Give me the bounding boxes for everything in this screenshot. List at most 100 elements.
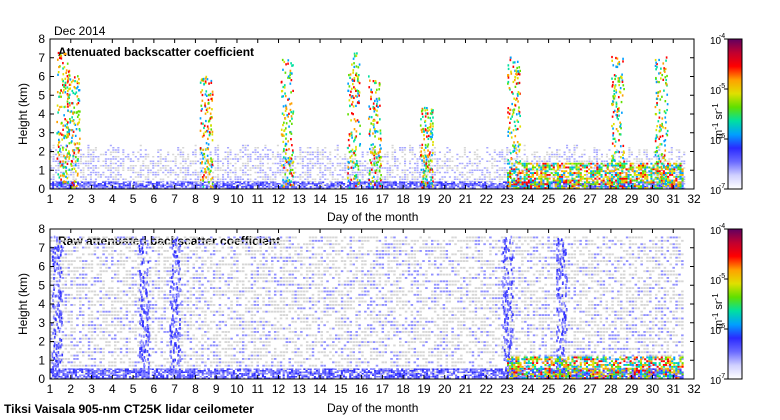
noise-cell [573, 144, 576, 147]
noise-cell [493, 171, 496, 174]
cloud-cell [619, 125, 622, 128]
cloud-cell [76, 115, 79, 118]
noise-cell [436, 160, 439, 162]
surface-cell [646, 183, 649, 185]
noise-cell [306, 151, 309, 153]
surface-cell [390, 186, 393, 188]
surface-cell [222, 186, 225, 188]
surface-cell [315, 187, 318, 189]
noise-cell [182, 176, 185, 178]
cloud-cell [209, 117, 212, 120]
noise-cell [271, 151, 274, 153]
noise-cell [648, 171, 651, 174]
noise-cell [628, 167, 631, 169]
noise-cell [309, 174, 312, 176]
surface-cell [72, 183, 75, 185]
noise-cell [261, 165, 264, 167]
noise-cell [403, 149, 407, 151]
cloud-cell [379, 177, 382, 180]
surface-cell [309, 183, 312, 185]
noise-cell [152, 174, 155, 176]
cloud-cell [347, 179, 350, 182]
noise-cell [451, 160, 454, 162]
surface-cell [99, 186, 102, 188]
noise-cell [246, 165, 250, 167]
noise-cell [169, 183, 172, 185]
cloud-cell [211, 90, 214, 93]
cloud-cell [288, 178, 291, 182]
cloud-cell [424, 109, 427, 112]
cloud-cell [431, 185, 434, 188]
cloud-cell [430, 138, 433, 141]
noise-cell [92, 156, 95, 158]
noise-cell [306, 176, 309, 178]
noise-cell [364, 185, 367, 187]
noise-cell [137, 176, 140, 178]
noise-cell [640, 158, 643, 160]
noise-cell [149, 171, 152, 174]
surface-cell [153, 183, 156, 185]
surface-cell [151, 183, 154, 185]
surface-cell [347, 186, 350, 188]
surface-cell [253, 181, 256, 183]
noise-cell [536, 151, 539, 153]
noise-cell [102, 160, 105, 162]
cloud-cell [622, 150, 625, 153]
surface-cell [232, 187, 235, 189]
cloud-cell [662, 184, 665, 187]
cloud-cell [663, 140, 666, 143]
boundary-layer-cell [523, 179, 526, 182]
surface-cell [301, 183, 304, 185]
noise-cell [82, 156, 85, 158]
noise-cell [217, 156, 220, 158]
cloud-cell [58, 95, 60, 98]
surface-cell [114, 186, 117, 188]
cloud-cell [73, 111, 76, 114]
cloud-cell [432, 180, 434, 183]
cloud-cell [285, 122, 288, 125]
noise-cell [79, 171, 82, 174]
cloud-cell [429, 159, 432, 162]
noise-cell [177, 167, 180, 169]
noise-cell [571, 165, 574, 167]
cloud-cell [370, 97, 372, 101]
noise-cell [416, 178, 419, 180]
surface-cell [311, 181, 314, 183]
noise-cell [162, 171, 165, 174]
noise-cell [314, 180, 317, 183]
cloud-cell [666, 134, 669, 137]
surface-cell [635, 181, 638, 183]
cloud-cell [355, 163, 358, 166]
cloud-cell [351, 100, 354, 104]
surface-cell [139, 186, 142, 188]
noise-cell [483, 176, 486, 178]
noise-cell [678, 162, 681, 165]
noise-cell [67, 160, 70, 162]
noise-cell [311, 158, 314, 160]
noise-cell [446, 151, 449, 153]
surface-cell [413, 187, 416, 189]
surface-cell [320, 181, 323, 183]
noise-cell [62, 171, 65, 174]
cloud-cell [288, 172, 291, 175]
cloud-cell [663, 89, 665, 92]
surface-cell [68, 184, 71, 186]
cloud-cell [293, 171, 295, 175]
cloud-cell [518, 150, 521, 153]
cloud-cell [431, 112, 433, 116]
noise-cell [463, 178, 466, 180]
surface-cell [106, 186, 109, 188]
cloud-cell [615, 127, 618, 131]
cloud-cell [71, 116, 73, 119]
cloud-cell [207, 98, 210, 102]
surface-cell [307, 181, 310, 183]
surface-cell [122, 181, 125, 183]
surface-cell [669, 187, 672, 189]
noise-cell [361, 165, 364, 167]
noise-cell [127, 169, 130, 171]
cloud-cell [359, 179, 361, 182]
cloud-cell [507, 183, 510, 186]
noise-cell [406, 180, 409, 183]
noise-cell [566, 156, 569, 158]
cloud-cell [355, 148, 357, 151]
